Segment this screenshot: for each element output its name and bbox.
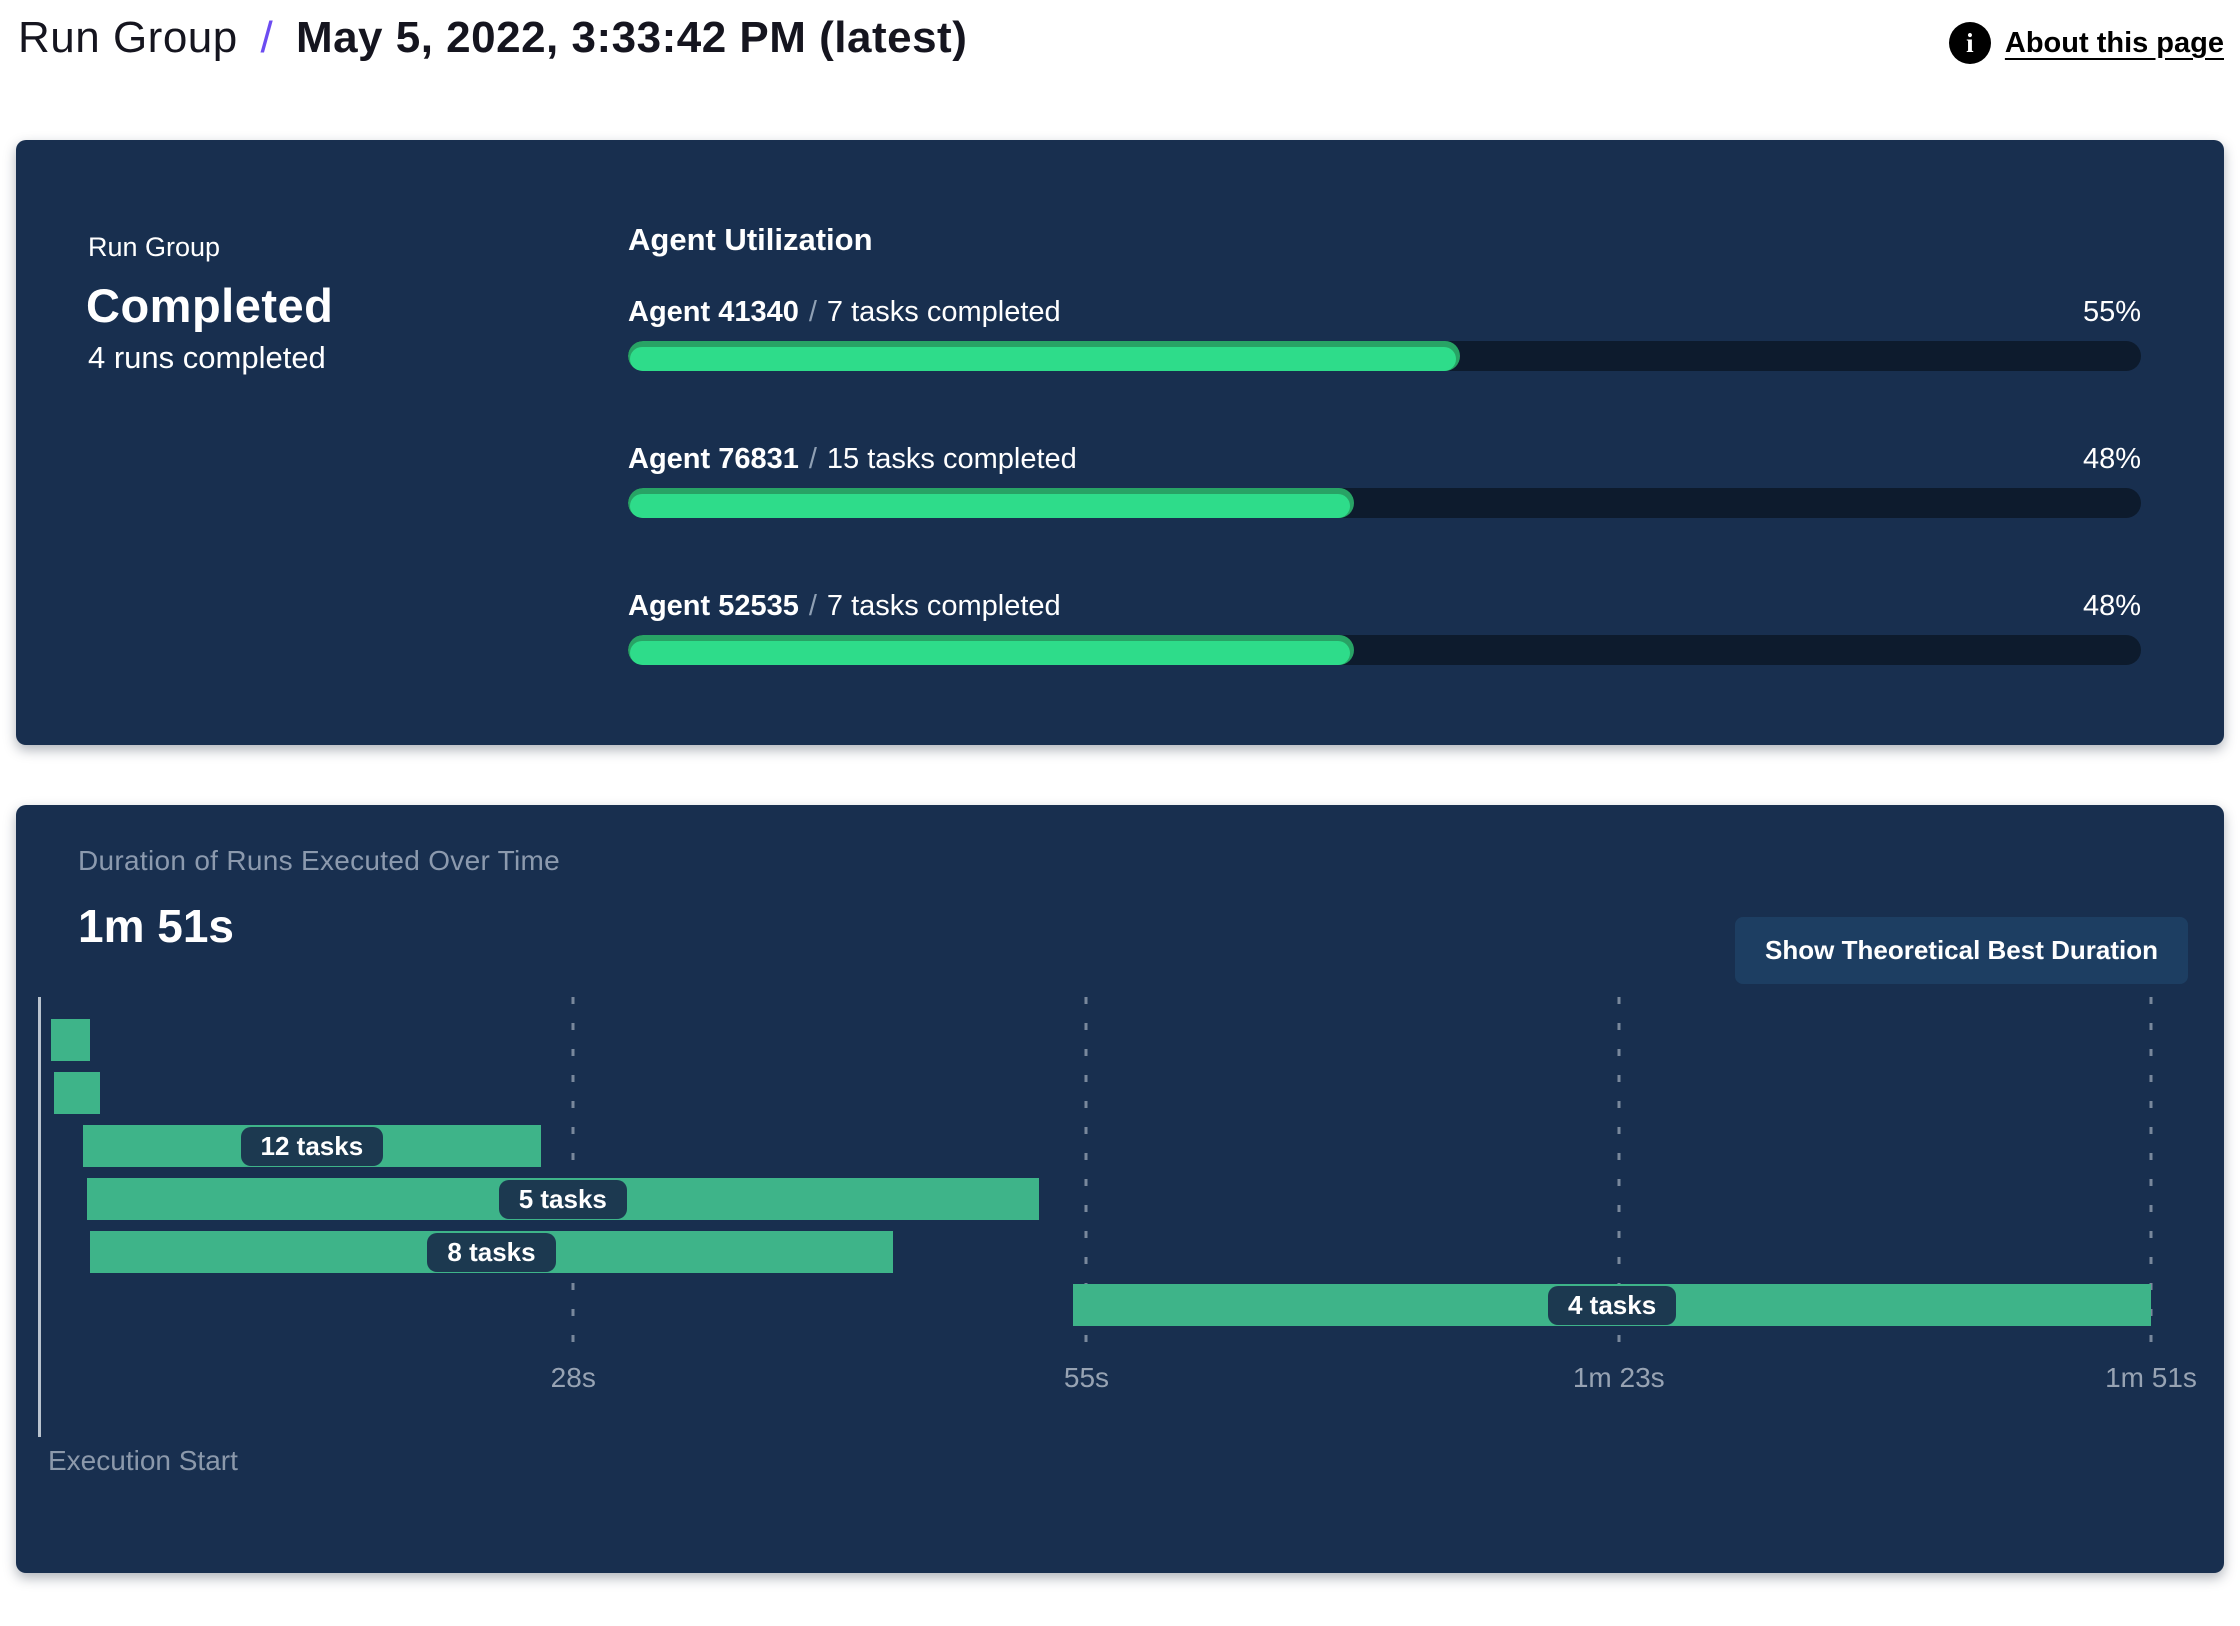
duration-panel: Duration of Runs Executed Over Time 1m 5… [16,805,2224,1573]
gantt-task-count-pill: 8 tasks [427,1232,556,1272]
duration-chart-title: Duration of Runs Executed Over Time [78,845,561,876]
agent-row: Agent 76831 / 15 tasks completed 48% [628,443,2141,518]
gantt-task-count-pill: 5 tasks [498,1179,627,1219]
status-badge: Completed [86,279,334,332]
utilization-progress-track [628,635,2141,665]
utilization-progress-highlight [630,347,1457,371]
gantt-rows: 12 tasks 5 tasks 8 tasks 4 tasks [41,1019,2151,1326]
gantt-task-count-pill: 4 tasks [1547,1285,1677,1325]
gantt-row: 12 tasks [41,1125,2151,1167]
breadcrumb: Run Group / May 5, 2022, 3:33:42 PM (lat… [18,10,967,66]
utilization-progress-track [628,488,2141,518]
agent-tasks-completed: 15 tasks completed [826,443,1077,475]
axis-tick-label: 1m 23s [1572,1362,1665,1393]
utilization-percent: 48% [2082,590,2141,622]
agent-separator: / [808,296,817,328]
show-theoretical-best-duration-button[interactable]: Show Theoretical Best Duration [1735,917,2188,984]
utilization-progress-fill [628,341,1461,371]
about-this-page[interactable]: i About this page [1948,22,2224,64]
gantt-row [41,1019,2151,1061]
gantt-row [41,1072,2151,1114]
agent-row: Agent 52535 / 7 tasks completed 48% [628,590,2141,665]
gantt-run-bar[interactable]: 5 tasks [86,1178,1039,1220]
axis-tick-label: 55s [1063,1362,1110,1393]
gantt-run-bar[interactable]: 8 tasks [90,1231,893,1273]
utilization-progress-track [628,341,2141,371]
gantt-task-count-pill: 12 tasks [240,1126,384,1166]
agent-label: Agent 52535 / 7 tasks completed [628,590,1061,623]
info-icon[interactable]: i [1948,22,1991,64]
gantt-row: 5 tasks [41,1178,2151,1220]
agent-label: Agent 41340 / 7 tasks completed [628,296,1061,329]
axis-tick-label: 1m 51s [2105,1362,2197,1393]
runs-completed-text: 4 runs completed [88,340,326,375]
execution-start-label: Execution Start [48,1445,238,1476]
gantt-row: 4 tasks [41,1284,2151,1326]
utilization-percent: 48% [2082,443,2141,475]
axis-tick-label: 28s [550,1362,596,1393]
page-header: Run Group / May 5, 2022, 3:33:42 PM (lat… [18,10,2224,66]
agent-tasks-completed: 7 tasks completed [826,590,1061,622]
gantt-run-bar[interactable]: 12 tasks [82,1125,541,1167]
run-group-label: Run Group [88,232,221,262]
utilization-percent: 55% [2082,296,2141,328]
breadcrumb-run-group: Run Group [18,13,238,62]
utilization-progress-fill [628,488,1355,518]
about-link[interactable]: About this page [2004,26,2224,59]
gantt-run-bar[interactable] [50,1019,91,1061]
agent-separator: / [808,443,817,475]
agent-name: Agent 76831 [628,443,799,475]
utilization-progress-highlight [630,641,1351,665]
gantt-run-bar[interactable]: 4 tasks [1073,1284,2151,1326]
agent-row: Agent 41340 / 7 tasks completed 55% [628,296,2141,371]
agent-tasks-completed: 7 tasks completed [826,296,1061,328]
gantt-run-bar[interactable] [54,1072,100,1114]
gantt-chart: 12 tasks 5 tasks 8 tasks 4 tasks 28s 55s 1m 2… [41,997,2197,1393]
agent-separator: / [808,590,817,622]
gantt-row: 8 tasks [41,1231,2151,1273]
agent-utilization-heading: Agent Utilization [628,222,873,257]
page-title: May 5, 2022, 3:33:42 PM (latest) [295,13,968,62]
total-duration: 1m 51s [78,900,235,952]
agent-name: Agent 52535 [628,590,799,622]
agent-name: Agent 41340 [628,296,799,328]
utilization-progress-highlight [630,494,1351,518]
y-axis-line [38,997,41,1437]
run-group-status-panel: Run Group Completed 4 runs completed Age… [16,140,2224,745]
utilization-progress-fill [628,635,1355,665]
breadcrumb-separator: / [260,13,274,62]
agent-label: Agent 76831 / 15 tasks completed [628,443,1077,476]
